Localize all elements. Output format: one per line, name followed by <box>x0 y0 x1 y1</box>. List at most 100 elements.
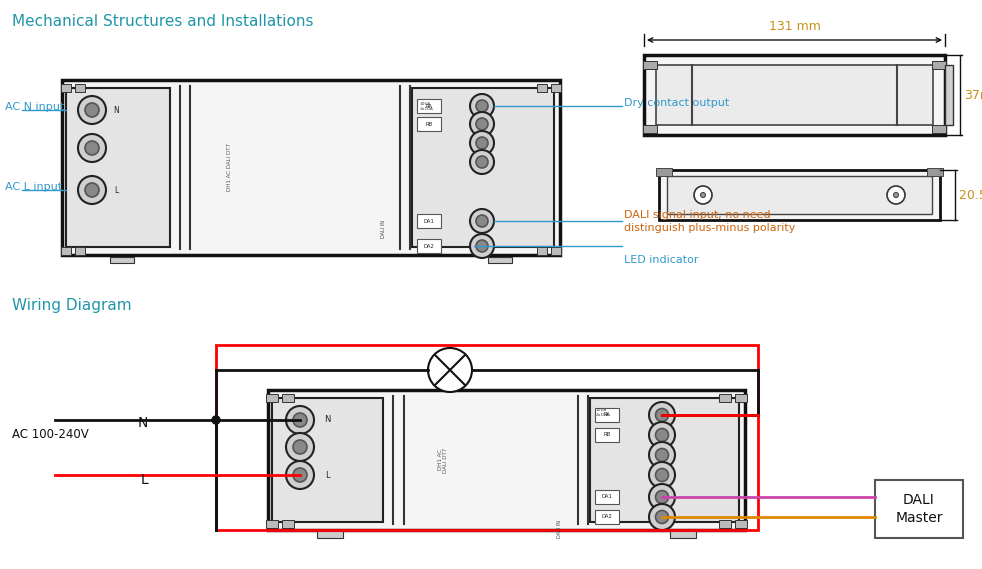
Circle shape <box>78 134 106 162</box>
Bar <box>537 247 547 255</box>
Text: DA1: DA1 <box>602 494 613 500</box>
Bar <box>590 398 739 522</box>
Bar <box>282 520 294 528</box>
Text: Mechanical Structures and Installations: Mechanical Structures and Installations <box>12 14 313 29</box>
Circle shape <box>649 504 675 530</box>
Bar <box>66 88 170 247</box>
Circle shape <box>656 510 669 523</box>
Bar <box>488 257 512 263</box>
Text: N: N <box>324 415 330 424</box>
Bar <box>317 531 343 538</box>
Bar <box>932 125 946 133</box>
Circle shape <box>78 176 106 204</box>
Circle shape <box>293 413 307 427</box>
Bar <box>927 168 943 176</box>
Bar <box>272 398 383 522</box>
Text: L: L <box>325 471 329 480</box>
Circle shape <box>212 416 220 424</box>
Bar <box>75 84 85 92</box>
Bar <box>62 80 560 255</box>
Text: 37mm: 37mm <box>964 89 982 101</box>
Circle shape <box>85 103 99 117</box>
Circle shape <box>286 433 314 461</box>
Circle shape <box>894 192 899 197</box>
Circle shape <box>656 448 669 461</box>
Bar <box>266 394 278 402</box>
Text: L: L <box>114 185 118 195</box>
Bar <box>656 65 933 125</box>
Circle shape <box>476 100 488 112</box>
Circle shape <box>470 112 494 136</box>
Bar <box>282 394 294 402</box>
Circle shape <box>470 234 494 258</box>
Text: N: N <box>137 416 148 430</box>
Circle shape <box>694 186 712 204</box>
Circle shape <box>656 409 669 422</box>
Bar <box>719 520 731 528</box>
Circle shape <box>476 240 488 252</box>
Bar <box>417 239 441 253</box>
Text: DA1: DA1 <box>423 218 434 224</box>
Text: AC N input: AC N input <box>5 102 64 112</box>
Text: DALI
Master: DALI Master <box>896 493 943 525</box>
Text: DALI IN: DALI IN <box>381 220 387 238</box>
Text: RB: RB <box>425 122 433 126</box>
Bar <box>595 428 619 442</box>
Circle shape <box>78 96 106 124</box>
Text: RA: RA <box>425 104 432 109</box>
Text: L: L <box>140 473 148 487</box>
Circle shape <box>649 442 675 468</box>
Circle shape <box>286 461 314 489</box>
Text: LED indicator: LED indicator <box>624 255 698 265</box>
Circle shape <box>700 192 705 197</box>
Bar <box>595 490 619 504</box>
Bar <box>735 394 747 402</box>
Bar <box>417 117 441 131</box>
Bar <box>659 170 940 220</box>
Bar <box>932 61 946 69</box>
Bar <box>268 390 745 530</box>
Bar <box>643 125 657 133</box>
Text: RA: RA <box>604 413 611 418</box>
Circle shape <box>649 462 675 488</box>
Bar <box>644 55 945 135</box>
Bar <box>417 214 441 228</box>
Text: DALI signal input, no need
distinguish plus-minus polarity: DALI signal input, no need distinguish p… <box>624 210 795 233</box>
Text: RB: RB <box>603 432 611 438</box>
Circle shape <box>470 131 494 155</box>
Circle shape <box>476 118 488 130</box>
Text: DA2: DA2 <box>602 514 613 519</box>
Text: AC L input: AC L input <box>5 182 62 192</box>
Text: DH1 AC DALI DT7: DH1 AC DALI DT7 <box>228 143 233 191</box>
Text: Wiring Diagram: Wiring Diagram <box>12 298 132 313</box>
Circle shape <box>887 186 905 204</box>
Circle shape <box>656 428 669 442</box>
Circle shape <box>649 402 675 428</box>
Bar <box>670 531 696 538</box>
Bar <box>945 65 953 125</box>
Bar <box>667 176 932 214</box>
Text: DALI IN: DALI IN <box>558 520 563 538</box>
Circle shape <box>470 94 494 118</box>
Text: 10VA
2x10A: 10VA 2x10A <box>420 102 434 110</box>
Circle shape <box>428 348 472 392</box>
Bar <box>61 84 71 92</box>
Bar <box>643 61 657 69</box>
Text: DA2: DA2 <box>423 244 434 249</box>
Circle shape <box>649 422 675 448</box>
Bar <box>216 345 758 530</box>
Bar <box>412 88 554 247</box>
Bar <box>266 520 278 528</box>
Text: 10VA
2x10A: 10VA 2x10A <box>596 408 610 417</box>
Circle shape <box>656 490 669 504</box>
Bar <box>735 520 747 528</box>
Bar <box>875 480 963 538</box>
Circle shape <box>85 141 99 155</box>
Circle shape <box>286 406 314 434</box>
Circle shape <box>293 440 307 454</box>
Text: Dry contact output: Dry contact output <box>624 98 730 108</box>
Bar <box>61 247 71 255</box>
Circle shape <box>470 209 494 233</box>
Bar <box>656 168 672 176</box>
Text: DH1 AC
DALI DT7: DH1 AC DALI DT7 <box>438 447 449 473</box>
